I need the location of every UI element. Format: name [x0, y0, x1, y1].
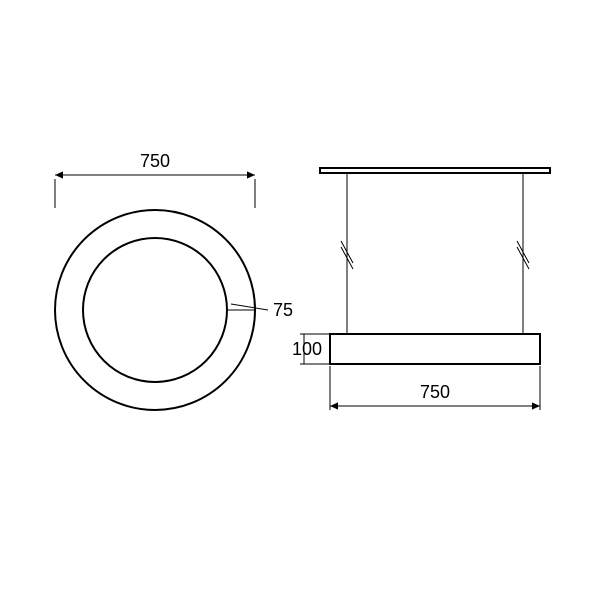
svg-text:75: 75	[273, 300, 293, 320]
top-view	[55, 175, 268, 410]
svg-text:750: 750	[140, 151, 170, 171]
side-view	[300, 168, 550, 410]
svg-text:750: 750	[420, 382, 450, 402]
svg-text:100: 100	[292, 339, 322, 359]
